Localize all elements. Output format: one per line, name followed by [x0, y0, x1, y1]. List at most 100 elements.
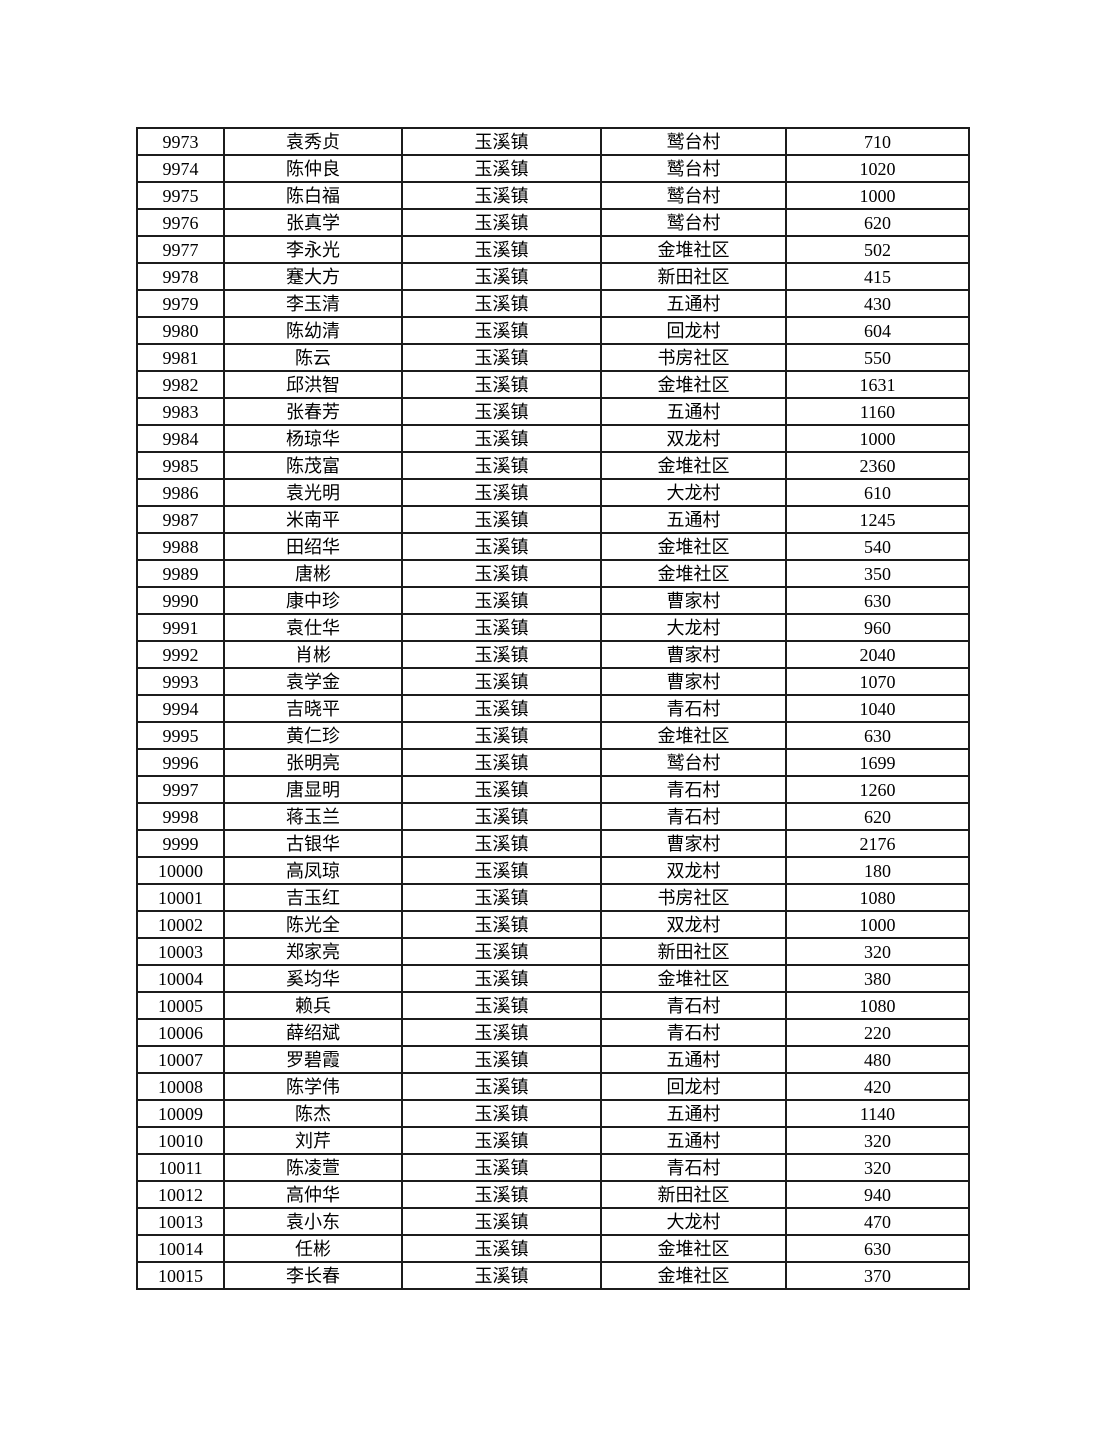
cell-town: 玉溪镇 [401, 802, 602, 831]
cell-name: 陈白福 [223, 181, 403, 210]
cell-name: 古银华 [223, 829, 403, 858]
cell-serial: 9976 [136, 208, 225, 237]
cell-village: 金堆社区 [600, 451, 787, 480]
cell-town: 玉溪镇 [401, 559, 602, 588]
cell-town: 玉溪镇 [401, 316, 602, 345]
cell-serial: 9974 [136, 154, 225, 183]
cell-town: 玉溪镇 [401, 910, 602, 939]
cell-town: 玉溪镇 [401, 721, 602, 750]
cell-serial: 9984 [136, 424, 225, 453]
table-row: 9979 李玉清 玉溪镇 五通村 430 [136, 289, 970, 318]
cell-serial: 10001 [136, 883, 225, 912]
table-row: 9974 陈仲良 玉溪镇 鹫台村 1020 [136, 154, 970, 183]
cell-amount: 502 [785, 235, 970, 264]
cell-serial: 10002 [136, 910, 225, 939]
table-row: 10004 奚均华 玉溪镇 金堆社区 380 [136, 964, 970, 993]
cell-serial: 9995 [136, 721, 225, 750]
cell-name: 高凤琼 [223, 856, 403, 885]
cell-amount: 380 [785, 964, 970, 993]
cell-amount: 1000 [785, 910, 970, 939]
table-row: 9984 杨琼华 玉溪镇 双龙村 1000 [136, 424, 970, 453]
cell-serial: 10012 [136, 1180, 225, 1209]
cell-village: 曹家村 [600, 640, 787, 669]
cell-serial: 10010 [136, 1126, 225, 1155]
cell-town: 玉溪镇 [401, 829, 602, 858]
cell-village: 青石村 [600, 1018, 787, 1047]
table-row: 10015 李长春 玉溪镇 金堆社区 370 [136, 1261, 970, 1290]
cell-village: 大龙村 [600, 613, 787, 642]
table-row: 9994 吉晓平 玉溪镇 青石村 1040 [136, 694, 970, 723]
table-row: 9996 张明亮 玉溪镇 鹫台村 1699 [136, 748, 970, 777]
cell-amount: 620 [785, 208, 970, 237]
cell-town: 玉溪镇 [401, 694, 602, 723]
table-row: 10006 薛绍斌 玉溪镇 青石村 220 [136, 1018, 970, 1047]
table-row: 9992 肖彬 玉溪镇 曹家村 2040 [136, 640, 970, 669]
cell-amount: 1140 [785, 1099, 970, 1128]
cell-name: 蹇大方 [223, 262, 403, 291]
cell-serial: 9996 [136, 748, 225, 777]
cell-amount: 960 [785, 613, 970, 642]
cell-village: 鹫台村 [600, 154, 787, 183]
cell-name: 李玉清 [223, 289, 403, 318]
cell-serial: 9977 [136, 235, 225, 264]
table-row: 9998 蒋玉兰 玉溪镇 青石村 620 [136, 802, 970, 831]
cell-amount: 220 [785, 1018, 970, 1047]
table-row: 9985 陈茂富 玉溪镇 金堆社区 2360 [136, 451, 970, 480]
table-row: 10002 陈光全 玉溪镇 双龙村 1000 [136, 910, 970, 939]
table-row: 10008 陈学伟 玉溪镇 回龙村 420 [136, 1072, 970, 1101]
cell-amount: 630 [785, 721, 970, 750]
cell-name: 肖彬 [223, 640, 403, 669]
cell-amount: 550 [785, 343, 970, 372]
cell-town: 玉溪镇 [401, 370, 602, 399]
cell-amount: 420 [785, 1072, 970, 1101]
cell-village: 青石村 [600, 694, 787, 723]
table-row: 9995 黄仁珍 玉溪镇 金堆社区 630 [136, 721, 970, 750]
cell-serial: 9992 [136, 640, 225, 669]
cell-village: 回龙村 [600, 1072, 787, 1101]
cell-amount: 940 [785, 1180, 970, 1209]
cell-amount: 2176 [785, 829, 970, 858]
cell-name: 张真学 [223, 208, 403, 237]
cell-town: 玉溪镇 [401, 181, 602, 210]
cell-name: 任彬 [223, 1234, 403, 1263]
cell-serial: 10008 [136, 1072, 225, 1101]
table-row: 10010 刘芹 玉溪镇 五通村 320 [136, 1126, 970, 1155]
table-row: 9991 袁仕华 玉溪镇 大龙村 960 [136, 613, 970, 642]
cell-amount: 604 [785, 316, 970, 345]
cell-name: 袁小东 [223, 1207, 403, 1236]
cell-name: 吉晓平 [223, 694, 403, 723]
cell-village: 五通村 [600, 1126, 787, 1155]
cell-village: 新田社区 [600, 937, 787, 966]
table-row: 9989 唐彬 玉溪镇 金堆社区 350 [136, 559, 970, 588]
cell-amount: 610 [785, 478, 970, 507]
table-row: 9986 袁光明 玉溪镇 大龙村 610 [136, 478, 970, 507]
cell-name: 袁秀贞 [223, 127, 403, 156]
cell-name: 张春芳 [223, 397, 403, 426]
cell-town: 玉溪镇 [401, 1261, 602, 1290]
cell-amount: 1260 [785, 775, 970, 804]
cell-amount: 415 [785, 262, 970, 291]
cell-amount: 370 [785, 1261, 970, 1290]
cell-town: 玉溪镇 [401, 208, 602, 237]
cell-town: 玉溪镇 [401, 667, 602, 696]
cell-village: 青石村 [600, 775, 787, 804]
cell-amount: 180 [785, 856, 970, 885]
cell-town: 玉溪镇 [401, 640, 602, 669]
cell-amount: 2360 [785, 451, 970, 480]
cell-amount: 480 [785, 1045, 970, 1074]
cell-serial: 9989 [136, 559, 225, 588]
cell-village: 金堆社区 [600, 1261, 787, 1290]
cell-village: 五通村 [600, 1045, 787, 1074]
cell-village: 青石村 [600, 991, 787, 1020]
cell-serial: 10006 [136, 1018, 225, 1047]
cell-serial: 10004 [136, 964, 225, 993]
cell-amount: 630 [785, 586, 970, 615]
cell-town: 玉溪镇 [401, 1207, 602, 1236]
table-row: 9975 陈白福 玉溪镇 鹫台村 1000 [136, 181, 970, 210]
table-row: 10013 袁小东 玉溪镇 大龙村 470 [136, 1207, 970, 1236]
table-body: 9973 袁秀贞 玉溪镇 鹫台村 710 9974 陈仲良 玉溪镇 鹫台村 1020 9975 陈白福… [136, 127, 970, 1290]
table-row: 9990 康中珍 玉溪镇 曹家村 630 [136, 586, 970, 615]
cell-town: 玉溪镇 [401, 235, 602, 264]
cell-amount: 620 [785, 802, 970, 831]
cell-village: 金堆社区 [600, 370, 787, 399]
